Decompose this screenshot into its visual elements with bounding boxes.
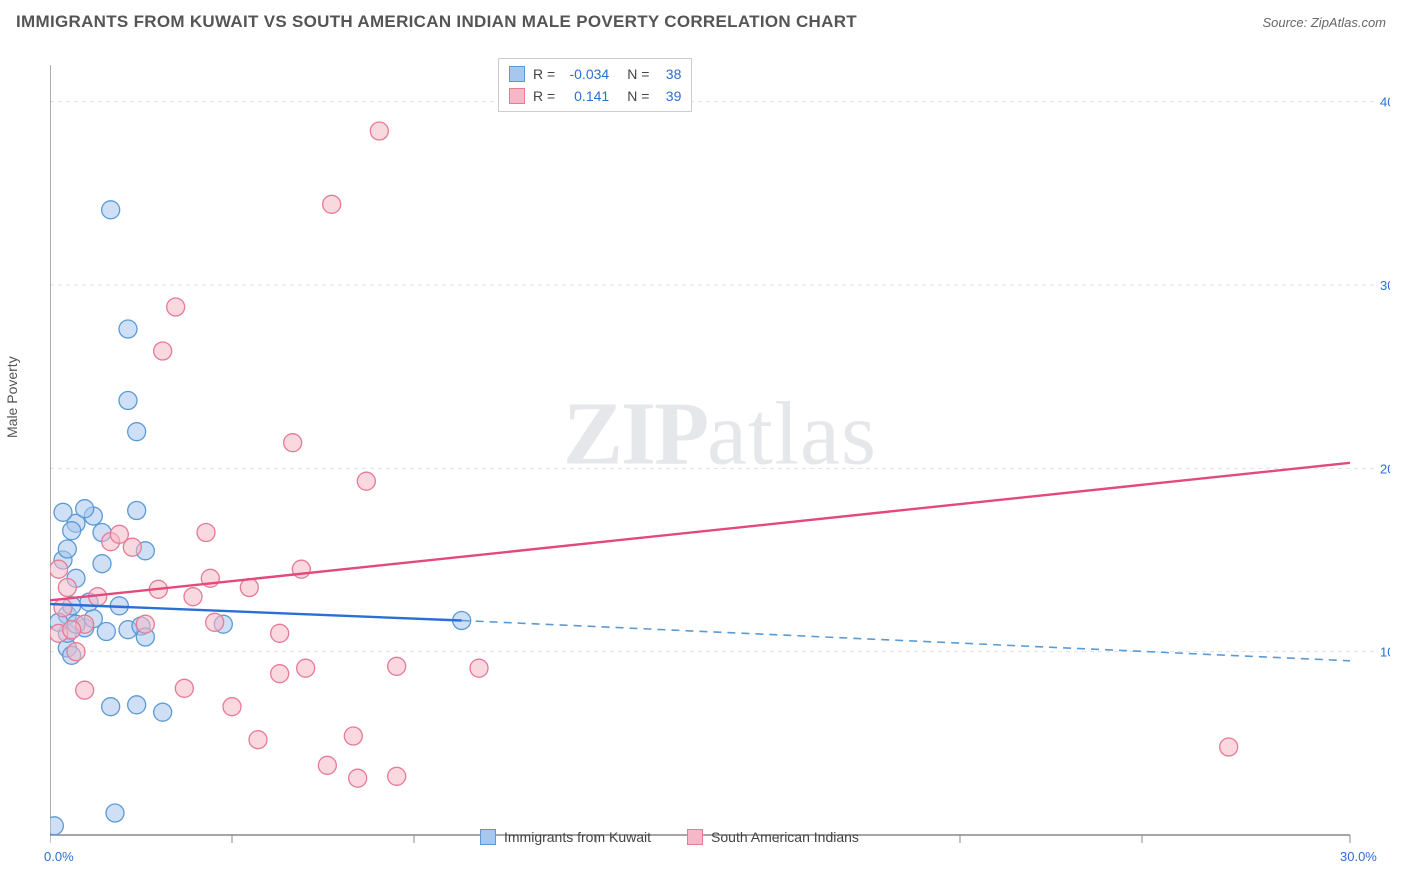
scatter-point xyxy=(284,434,302,452)
scatter-point xyxy=(271,624,289,642)
legend-item: South American Indians xyxy=(687,829,859,845)
scatter-point xyxy=(388,767,406,785)
scatter-point xyxy=(249,731,267,749)
source-attribution: Source: ZipAtlas.com xyxy=(1262,15,1386,30)
y-axis-tick-label: 30.0% xyxy=(1380,278,1390,293)
scatter-point xyxy=(318,756,336,774)
scatter-point xyxy=(50,560,68,578)
y-axis-tick-label: 20.0% xyxy=(1380,461,1390,476)
stats-row: R =-0.034N =38 xyxy=(509,63,681,85)
scatter-point xyxy=(102,201,120,219)
scatter-point xyxy=(136,615,154,633)
scatter-point xyxy=(470,659,488,677)
x-axis-tick-0: 0.0% xyxy=(44,849,74,864)
scatter-point xyxy=(63,522,81,540)
regression-line-solid xyxy=(50,604,462,621)
regression-line-solid xyxy=(50,463,1350,600)
scatter-point xyxy=(128,696,146,714)
regression-line-dashed xyxy=(462,621,1350,661)
scatter-point xyxy=(67,643,85,661)
scatter-point xyxy=(240,579,258,597)
scatter-point xyxy=(197,524,215,542)
scatter-point xyxy=(206,613,224,631)
scatter-point xyxy=(175,679,193,697)
scatter-point xyxy=(119,392,137,410)
scatter-point xyxy=(50,817,63,835)
scatter-point xyxy=(223,698,241,716)
scatter-point xyxy=(106,804,124,822)
scatter-point xyxy=(297,659,315,677)
chart-title: IMMIGRANTS FROM KUWAIT VS SOUTH AMERICAN… xyxy=(16,12,857,32)
y-axis-tick-label: 40.0% xyxy=(1380,95,1390,110)
series-legend: Immigrants from Kuwait South American Ind… xyxy=(480,829,859,845)
scatter-point xyxy=(370,122,388,140)
scatter-point xyxy=(128,502,146,520)
x-axis-tick-1: 30.0% xyxy=(1340,849,1377,864)
scatter-point xyxy=(167,298,185,316)
legend-item: Immigrants from Kuwait xyxy=(480,829,651,845)
scatter-point xyxy=(76,500,94,518)
correlation-stats-box: R =-0.034N =38R =0.141N =39 xyxy=(498,58,692,112)
scatter-point xyxy=(128,423,146,441)
stats-row: R =0.141N =39 xyxy=(509,85,681,107)
y-axis-tick-label: 10.0% xyxy=(1380,645,1390,660)
scatter-point xyxy=(154,342,172,360)
scatter-chart: 10.0%20.0%30.0%40.0% ZIPatlas R =-0.034N… xyxy=(50,55,1390,845)
scatter-point xyxy=(119,320,137,338)
scatter-point xyxy=(154,703,172,721)
scatter-point xyxy=(1220,738,1238,756)
scatter-point xyxy=(344,727,362,745)
scatter-point xyxy=(76,681,94,699)
scatter-point xyxy=(388,657,406,675)
scatter-point xyxy=(323,195,341,213)
scatter-point xyxy=(63,621,81,639)
scatter-point xyxy=(54,599,72,617)
scatter-point xyxy=(184,588,202,606)
scatter-point xyxy=(123,538,141,556)
y-axis-label: Male Poverty xyxy=(4,356,20,438)
scatter-point xyxy=(58,579,76,597)
scatter-point xyxy=(349,769,367,787)
scatter-point xyxy=(357,472,375,490)
scatter-point xyxy=(271,665,289,683)
scatter-point xyxy=(54,503,72,521)
scatter-point xyxy=(102,698,120,716)
scatter-point xyxy=(93,555,111,573)
scatter-point xyxy=(58,540,76,558)
